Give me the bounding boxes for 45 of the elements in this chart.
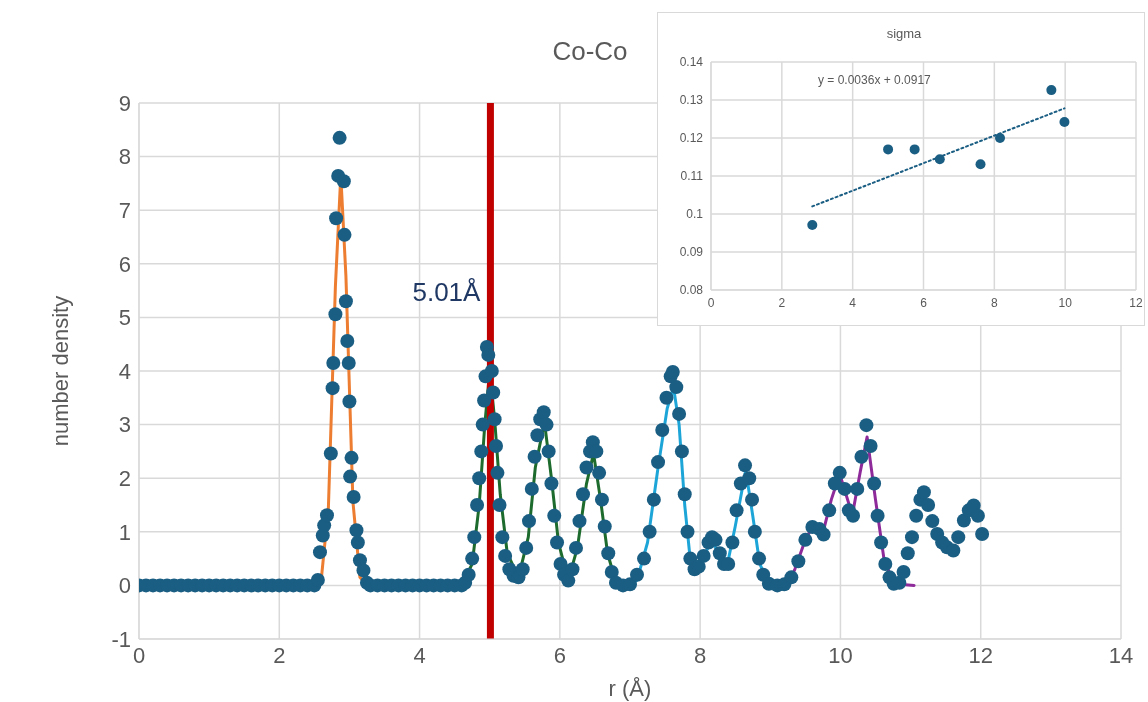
ref-line-label: 5.01Å	[412, 277, 482, 308]
annotation: y = 0.0036x + 0.0917	[818, 73, 931, 87]
point	[883, 144, 894, 155]
x-tick-label: 12	[1129, 295, 1143, 310]
chart-title: Co-Co	[552, 36, 628, 66]
chart-title: sigma	[885, 26, 923, 41]
x-tick-label: 2	[273, 642, 286, 668]
x-tick-label: 6	[920, 295, 928, 310]
x-tick-label: 4	[413, 642, 426, 668]
x-tick-label: 0	[707, 295, 715, 310]
y-tick-label: 6	[118, 251, 131, 277]
y-tick-label: 2	[118, 466, 131, 492]
x-tick-label: 4	[849, 295, 857, 310]
point	[975, 159, 986, 170]
y-tick-label: 3	[118, 412, 131, 438]
y-tick-label: 0.13	[679, 93, 704, 108]
x-tick-label: 12	[968, 642, 993, 668]
y-tick-label: 9	[118, 90, 131, 116]
point	[1059, 117, 1070, 128]
y-tick-label: -1	[111, 626, 131, 652]
point	[807, 220, 818, 231]
y-tick-label: 0.11	[680, 169, 704, 184]
y-tick-label: 0.14	[679, 55, 704, 70]
point	[995, 133, 1005, 143]
y-tick-label: 0.08	[679, 283, 704, 298]
x-axis-title: r (Å)	[608, 676, 652, 701]
point	[934, 154, 945, 165]
y-tick-label: 0	[118, 573, 131, 599]
x-tick-label: 8	[990, 295, 998, 310]
x-tick-label: 14	[1108, 642, 1134, 668]
y-tick-label: 1	[118, 519, 131, 545]
point	[1046, 85, 1057, 96]
x-tick-label: 10	[1058, 295, 1073, 310]
y-tick-label: 0.12	[679, 131, 704, 146]
y-tick-label: 0.09	[679, 245, 704, 260]
y-tick-label: 0.1	[686, 207, 704, 222]
x-tick-label: 10	[828, 642, 853, 668]
y-tick-label: 7	[118, 198, 131, 224]
y-axis-title: number density	[47, 295, 73, 447]
point	[909, 144, 920, 155]
x-tick-label: 2	[778, 295, 786, 310]
y-tick-label: 8	[118, 144, 131, 170]
y-tick-label: 5	[118, 305, 131, 331]
x-tick-label: 6	[553, 642, 566, 668]
y-tick-label: 4	[118, 358, 131, 384]
